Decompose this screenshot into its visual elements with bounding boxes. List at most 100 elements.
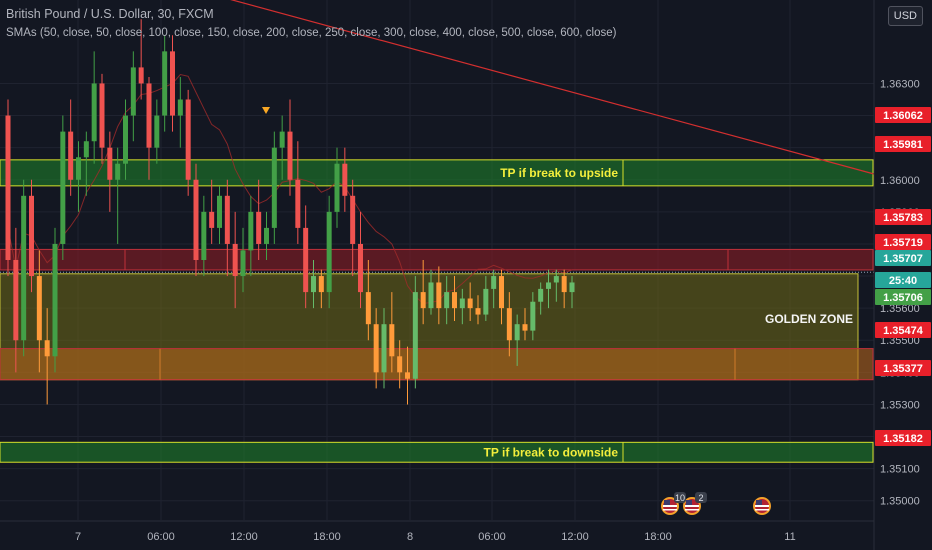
candle-body	[107, 147, 113, 180]
candle	[303, 205, 309, 309]
event-count-text: 2	[698, 493, 703, 503]
candle-body	[452, 292, 457, 309]
candle	[279, 115, 285, 180]
candle	[389, 292, 395, 373]
symbol-title[interactable]: British Pound / U.S. Dollar, 30, FXCM	[6, 7, 214, 21]
candle-body	[326, 211, 332, 293]
us-flag-stripe	[755, 505, 769, 507]
sma-indicator-legend[interactable]: SMAs (50, close, 50, close, 100, close, …	[6, 27, 617, 39]
candle-body	[546, 282, 551, 289]
price-label-text: 1.35707	[883, 253, 923, 265]
candle-body	[271, 147, 277, 228]
candle-body	[193, 179, 199, 260]
candle-body	[240, 250, 246, 277]
price-label-badge	[875, 250, 931, 266]
candle-body	[405, 372, 410, 379]
candle	[185, 89, 191, 196]
candle	[240, 227, 246, 293]
candle	[311, 260, 316, 309]
zone-label: TP if break to downside	[484, 445, 619, 459]
candle	[561, 269, 567, 309]
candle	[530, 292, 536, 341]
zone-border	[0, 348, 874, 381]
price-tick-label: 1.35500	[880, 335, 920, 347]
candle-body	[287, 131, 293, 180]
candle-body	[248, 211, 254, 251]
price-label-text: 1.35706	[883, 292, 923, 304]
candle-body	[311, 276, 316, 293]
candle	[36, 250, 42, 373]
candle	[217, 186, 222, 244]
candle	[83, 131, 89, 196]
candle-body	[60, 131, 66, 244]
currency-button[interactable]: USD	[887, 6, 923, 26]
us-flag-stripe	[663, 509, 677, 511]
candle-body	[436, 282, 442, 309]
time-axis[interactable]: 7 06:00 12:00 18:00 8 06:00 12:00 18:00 11	[0, 520, 874, 543]
candle-body	[459, 298, 465, 309]
candle-body	[44, 340, 50, 357]
candle-body	[318, 276, 324, 293]
candle	[224, 179, 230, 277]
candle	[162, 35, 168, 132]
candle-body	[444, 292, 450, 309]
candle-body	[569, 282, 575, 293]
candle	[123, 99, 128, 180]
candle-body	[428, 282, 434, 309]
price-label-badge	[875, 107, 931, 123]
candle	[491, 269, 497, 309]
candle-body	[99, 83, 105, 148]
candle	[177, 77, 183, 148]
candle-body	[303, 227, 309, 293]
candle-body	[76, 157, 81, 180]
candle-body	[381, 324, 387, 373]
trendline-layer	[225, 0, 875, 175]
us-flag-event-icon[interactable]	[753, 497, 771, 515]
zone-rect	[0, 348, 873, 380]
price-label-text: 1.35182	[883, 433, 923, 445]
price-tick-label: 1.36300	[880, 78, 920, 90]
candle	[467, 282, 473, 321]
price-labels: 1.36062 1.35981 1.35783 1.35719 1.35707 25:40…	[875, 107, 931, 446]
candle-body	[68, 131, 74, 180]
candle	[209, 179, 215, 244]
alert-marker-icon[interactable]	[262, 107, 270, 114]
candle	[342, 147, 348, 212]
candle	[193, 163, 199, 277]
candle-body	[334, 163, 340, 212]
candle-body	[123, 115, 128, 164]
price-tick-label: 1.35000	[880, 496, 920, 508]
price-label-text: 1.35377	[883, 363, 923, 375]
candle	[452, 276, 457, 321]
zone-label: GOLDEN ZONE	[765, 312, 853, 326]
trend-line[interactable]	[225, 0, 875, 175]
candle-body	[52, 243, 58, 357]
candle-body	[232, 243, 238, 277]
zone-rect	[0, 159, 873, 186]
price-label-text: 1.35719	[883, 237, 923, 249]
candle-body	[412, 292, 418, 379]
candle	[499, 269, 504, 325]
candle-body	[256, 211, 262, 244]
candle	[107, 131, 113, 212]
event-badges[interactable]: 10 2	[661, 492, 771, 515]
candle	[318, 269, 324, 309]
candle	[170, 35, 175, 132]
price-label-badge	[875, 360, 931, 376]
candle	[201, 195, 207, 277]
zone-border	[0, 248, 874, 271]
candle	[248, 195, 254, 277]
candle	[412, 276, 418, 389]
candle-body	[279, 131, 285, 148]
candle-body	[342, 163, 348, 196]
price-label-badge	[875, 209, 931, 225]
candle-body	[162, 51, 168, 116]
candle	[538, 282, 544, 315]
candle	[287, 99, 293, 196]
candle-body	[130, 67, 136, 116]
candle-body	[499, 276, 504, 309]
time-tick-label: 7	[75, 531, 81, 543]
price-label-badge	[875, 136, 931, 152]
event-count-badge	[695, 492, 707, 503]
